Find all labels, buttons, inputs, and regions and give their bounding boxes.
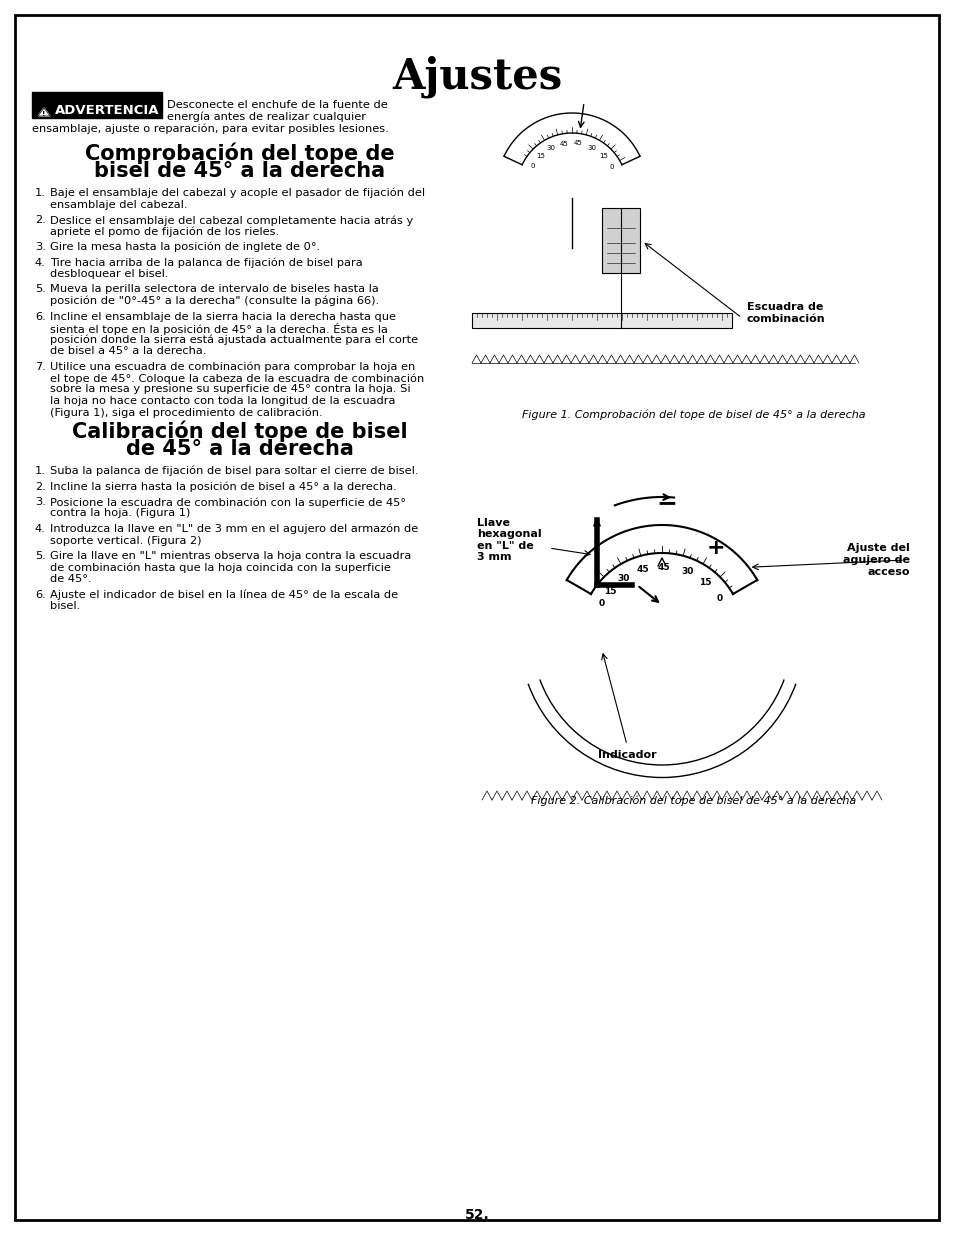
Text: Ajuste el indicador de bisel en la línea de 45° de la escala de: Ajuste el indicador de bisel en la línea…	[50, 589, 397, 600]
Text: energía antes de realizar cualquier: energía antes de realizar cualquier	[167, 112, 366, 122]
Text: 45: 45	[559, 141, 568, 147]
Text: Suba la palanca de fijación de bisel para soltar el cierre de bisel.: Suba la palanca de fijación de bisel par…	[50, 466, 418, 477]
Text: el tope de 45°. Coloque la cabeza de la escuadra de combinación: el tope de 45°. Coloque la cabeza de la …	[50, 373, 424, 384]
Text: 15: 15	[536, 153, 544, 158]
Text: Deslice el ensamblaje del cabezal completamente hacia atrás y: Deslice el ensamblaje del cabezal comple…	[50, 215, 413, 226]
Text: 45: 45	[574, 141, 582, 147]
Polygon shape	[38, 107, 50, 116]
Text: 30: 30	[680, 567, 693, 577]
Text: (Figura 1), siga el procedimiento de calibración.: (Figura 1), siga el procedimiento de cal…	[50, 408, 322, 417]
Text: Tire hacia arriba de la palanca de fijación de bisel para: Tire hacia arriba de la palanca de fijac…	[50, 258, 362, 268]
Text: posición donde la sierra está ajustada actualmente para el corte: posición donde la sierra está ajustada a…	[50, 335, 417, 345]
Text: de 45° a la derecha: de 45° a la derecha	[126, 438, 354, 459]
Text: Incline el ensamblaje de la sierra hacia la derecha hasta que: Incline el ensamblaje de la sierra hacia…	[50, 311, 395, 321]
Text: desbloquear el bisel.: desbloquear el bisel.	[50, 269, 169, 279]
Text: bisel de 45° a la derecha: bisel de 45° a la derecha	[94, 161, 385, 182]
Text: 15: 15	[598, 153, 607, 158]
Text: 30: 30	[618, 574, 630, 583]
Text: sobre la mesa y presione su superficie de 45° contra la hoja. Si: sobre la mesa y presione su superficie d…	[50, 384, 410, 394]
Text: 30: 30	[546, 146, 555, 151]
Text: bisel.: bisel.	[50, 601, 80, 611]
Text: 7.: 7.	[35, 362, 46, 372]
Text: ADVERTENCIA: ADVERTENCIA	[55, 105, 159, 117]
Text: soporte vertical. (Figura 2): soporte vertical. (Figura 2)	[50, 536, 201, 546]
Text: 0: 0	[716, 594, 722, 604]
Text: 45: 45	[658, 562, 670, 572]
Text: 15: 15	[603, 587, 616, 595]
Text: 3.: 3.	[35, 242, 46, 252]
Text: la hoja no hace contacto con toda la longitud de la escuadra: la hoja no hace contacto con toda la lon…	[50, 396, 395, 406]
Text: de combinación hasta que la hoja coincida con la superficie: de combinación hasta que la hoja coincid…	[50, 562, 391, 573]
Text: Posicione la escuadra de combinación con la superficie de 45°: Posicione la escuadra de combinación con…	[50, 496, 406, 508]
Text: Ajustes: Ajustes	[392, 56, 561, 98]
Text: apriete el pomo de fijación de los rieles.: apriete el pomo de fijación de los riele…	[50, 226, 279, 237]
Text: 6.: 6.	[35, 311, 46, 321]
Text: 5.: 5.	[35, 551, 46, 561]
Text: 3.: 3.	[35, 496, 46, 508]
Text: Desconecte el enchufe de la fuente de: Desconecte el enchufe de la fuente de	[167, 100, 387, 110]
Text: 1.: 1.	[35, 466, 46, 475]
Text: Figure 1. Comprobación del tope de bisel de 45° a la derecha: Figure 1. Comprobación del tope de bisel…	[521, 410, 864, 420]
Text: Gire la llave en "L" mientras observa la hoja contra la escuadra: Gire la llave en "L" mientras observa la…	[50, 551, 411, 561]
Text: Baje el ensamblaje del cabezal y acople el pasador de fijación del: Baje el ensamblaje del cabezal y acople …	[50, 188, 425, 199]
Text: Llave
hexagonal
en "L" de
3 mm: Llave hexagonal en "L" de 3 mm	[476, 517, 541, 562]
Text: −: −	[656, 492, 677, 515]
Text: 15: 15	[699, 578, 711, 588]
Text: 2.: 2.	[35, 482, 46, 492]
Text: contra la hoja. (Figura 1): contra la hoja. (Figura 1)	[50, 509, 191, 519]
Bar	[472, 312, 731, 329]
Text: Mueva la perilla selectora de intervalo de biseles hasta la: Mueva la perilla selectora de intervalo …	[50, 284, 378, 294]
Text: +: +	[706, 538, 724, 558]
Text: de 45°.: de 45°.	[50, 574, 91, 584]
Text: ensamblaje, ajuste o reparación, para evitar posibles lesiones.: ensamblaje, ajuste o reparación, para ev…	[32, 124, 388, 135]
Text: 4.: 4.	[35, 524, 46, 534]
Text: 1.: 1.	[35, 188, 46, 198]
Text: Utilice una escuadra de combinación para comprobar la hoja en: Utilice una escuadra de combinación para…	[50, 362, 415, 372]
Text: !: !	[42, 111, 46, 117]
Bar	[601, 207, 639, 273]
Text: Ajuste del
agujero de
acceso: Ajuste del agujero de acceso	[842, 543, 909, 577]
Text: 0: 0	[598, 599, 604, 608]
Text: 0: 0	[609, 164, 614, 170]
Text: posición de "0°-45° a la derecha" (consulte la página 66).: posición de "0°-45° a la derecha" (consu…	[50, 296, 378, 306]
Text: 2.: 2.	[35, 215, 46, 225]
Text: 0: 0	[530, 163, 535, 168]
Bar	[32, 91, 162, 119]
Text: ensamblaje del cabezal.: ensamblaje del cabezal.	[50, 200, 188, 210]
Text: 52.: 52.	[464, 1208, 489, 1221]
Text: Comprobación del tope de: Comprobación del tope de	[85, 142, 395, 163]
Text: Introduzca la llave en "L" de 3 mm en el agujero del armazón de: Introduzca la llave en "L" de 3 mm en el…	[50, 524, 417, 535]
Text: 45: 45	[637, 566, 649, 574]
Text: sienta el tope en la posición de 45° a la derecha. Ésta es la: sienta el tope en la posición de 45° a l…	[50, 324, 388, 335]
Text: Figure 2. Calibración del tope de bisel de 45° a la derecha: Figure 2. Calibración del tope de bisel …	[530, 795, 855, 805]
Text: Gire la mesa hasta la posición de inglete de 0°.: Gire la mesa hasta la posición de inglet…	[50, 242, 320, 252]
Text: 30: 30	[587, 144, 596, 151]
Text: Calibración del tope de bisel: Calibración del tope de bisel	[72, 420, 407, 441]
Text: 4.: 4.	[35, 258, 46, 268]
Text: 6.: 6.	[35, 589, 46, 599]
Text: 5.: 5.	[35, 284, 46, 294]
Text: Incline la sierra hasta la posición de bisel a 45° a la derecha.: Incline la sierra hasta la posición de b…	[50, 482, 396, 492]
Text: de bisel a 45° a la derecha.: de bisel a 45° a la derecha.	[50, 346, 206, 356]
Text: Indicador: Indicador	[598, 750, 656, 760]
Text: Escuadra de
combinación: Escuadra de combinación	[746, 303, 824, 324]
